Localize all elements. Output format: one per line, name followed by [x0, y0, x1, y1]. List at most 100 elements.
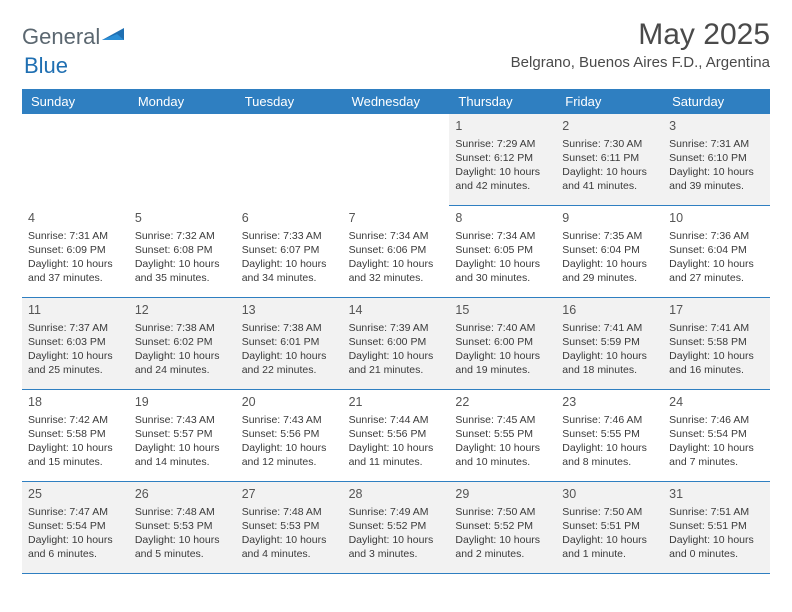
location-text: Belgrano, Buenos Aires F.D., Argentina: [511, 54, 770, 71]
sunset-text: Sunset: 5:53 PM: [135, 519, 230, 533]
day-cell: 24Sunrise: 7:46 AMSunset: 5:54 PMDayligh…: [663, 390, 770, 482]
sunrise-text: Sunrise: 7:37 AM: [28, 321, 123, 335]
sunrise-text: Sunrise: 7:45 AM: [455, 413, 550, 427]
logo-text-general: General: [22, 24, 100, 50]
day1-text: Daylight: 10 hours: [669, 533, 764, 547]
sunrise-text: Sunrise: 7:50 AM: [455, 505, 550, 519]
day1-text: Daylight: 10 hours: [349, 441, 444, 455]
sunset-text: Sunset: 6:09 PM: [28, 243, 123, 257]
sunrise-text: Sunrise: 7:34 AM: [455, 229, 550, 243]
month-title: May 2025: [511, 18, 770, 52]
sunset-text: Sunset: 6:05 PM: [455, 243, 550, 257]
day2-text: and 34 minutes.: [242, 271, 337, 285]
day1-text: Daylight: 10 hours: [562, 165, 657, 179]
day1-text: Daylight: 10 hours: [455, 257, 550, 271]
sunset-text: Sunset: 6:01 PM: [242, 335, 337, 349]
day-cell: 31 Sunrise: 7:51 AMSunset: 5:51 PMDayligh…: [663, 482, 770, 574]
day-number: 24: [669, 394, 764, 411]
logo-text-blue: Blue: [24, 53, 68, 78]
day2-text: and 8 minutes.: [562, 455, 657, 469]
day1-text: Daylight: 10 hours: [455, 349, 550, 363]
sunrise-text: Sunrise: 7:43 AM: [242, 413, 337, 427]
day2-text: and 4 minutes.: [242, 547, 337, 561]
day-cell: 11Sunrise: 7:37 AMSunset: 6:03 PMDayligh…: [22, 298, 129, 390]
weekday-saturday: Saturday: [663, 89, 770, 114]
day-number: 18: [28, 394, 123, 411]
day2-text: and 37 minutes.: [28, 271, 123, 285]
day2-text: and 32 minutes.: [349, 271, 444, 285]
day-number: 31: [669, 486, 764, 503]
day-number: 4: [28, 210, 123, 227]
day-number: 11: [28, 302, 123, 319]
day-cell: 27Sunrise: 7:48 AMSunset: 5:53 PMDayligh…: [236, 482, 343, 574]
day-number: 21: [349, 394, 444, 411]
sunrise-text: Sunrise: 7:29 AM: [455, 137, 550, 151]
day1-text: Daylight: 10 hours: [242, 257, 337, 271]
day-cell: 7Sunrise: 7:34 AMSunset: 6:06 PMDaylight…: [343, 206, 450, 298]
day1-text: Daylight: 10 hours: [562, 257, 657, 271]
day-number: 20: [242, 394, 337, 411]
sunrise-text: Sunrise: 7:38 AM: [242, 321, 337, 335]
day2-text: and 2 minutes.: [455, 547, 550, 561]
sunset-text: Sunset: 5:51 PM: [669, 519, 764, 533]
sunset-text: Sunset: 5:51 PM: [562, 519, 657, 533]
sunrise-text: Sunrise: 7:48 AM: [242, 505, 337, 519]
day1-text: Daylight: 10 hours: [455, 533, 550, 547]
day-cell: 15Sunrise: 7:40 AMSunset: 6:00 PMDayligh…: [449, 298, 556, 390]
sunrise-text: Sunrise: 7:48 AM: [135, 505, 230, 519]
calendar-grid: 1Sunrise: 7:29 AMSunset: 6:12 PMDaylight…: [22, 114, 770, 574]
day-number: 10: [669, 210, 764, 227]
day1-text: Daylight: 10 hours: [28, 441, 123, 455]
day-number: 19: [135, 394, 230, 411]
sunset-text: Sunset: 5:55 PM: [562, 427, 657, 441]
sunset-text: Sunset: 5:53 PM: [242, 519, 337, 533]
day1-text: Daylight: 10 hours: [28, 349, 123, 363]
day2-text: and 24 minutes.: [135, 363, 230, 377]
empty-cell: [343, 114, 450, 206]
sunset-text: Sunset: 5:52 PM: [349, 519, 444, 533]
day-number: 6: [242, 210, 337, 227]
day-cell: 14Sunrise: 7:39 AMSunset: 6:00 PMDayligh…: [343, 298, 450, 390]
day-cell: 29Sunrise: 7:50 AMSunset: 5:52 PMDayligh…: [449, 482, 556, 574]
weekday-wednesday: Wednesday: [343, 89, 450, 114]
sunrise-text: Sunrise: 7:51 AM: [669, 505, 764, 519]
day-cell: 13Sunrise: 7:38 AMSunset: 6:01 PMDayligh…: [236, 298, 343, 390]
sunset-text: Sunset: 6:12 PM: [455, 151, 550, 165]
day1-text: Daylight: 10 hours: [562, 349, 657, 363]
day-cell: 20Sunrise: 7:43 AMSunset: 5:56 PMDayligh…: [236, 390, 343, 482]
weekday-header: Sunday Monday Tuesday Wednesday Thursday…: [22, 89, 770, 114]
day1-text: Daylight: 10 hours: [455, 165, 550, 179]
sunrise-text: Sunrise: 7:41 AM: [562, 321, 657, 335]
sunset-text: Sunset: 5:56 PM: [242, 427, 337, 441]
sunrise-text: Sunrise: 7:32 AM: [135, 229, 230, 243]
day-number: 15: [455, 302, 550, 319]
sunset-text: Sunset: 6:04 PM: [669, 243, 764, 257]
day2-text: and 22 minutes.: [242, 363, 337, 377]
day-number: 29: [455, 486, 550, 503]
sunset-text: Sunset: 5:55 PM: [455, 427, 550, 441]
day2-text: and 27 minutes.: [669, 271, 764, 285]
day2-text: and 25 minutes.: [28, 363, 123, 377]
sunset-text: Sunset: 6:04 PM: [562, 243, 657, 257]
sunrise-text: Sunrise: 7:42 AM: [28, 413, 123, 427]
day2-text: and 18 minutes.: [562, 363, 657, 377]
day-number: 14: [349, 302, 444, 319]
sunrise-text: Sunrise: 7:46 AM: [669, 413, 764, 427]
day2-text: and 42 minutes.: [455, 179, 550, 193]
calendar-page: General May 2025 Belgrano, Buenos Aires …: [0, 0, 792, 592]
day2-text: and 12 minutes.: [242, 455, 337, 469]
day1-text: Daylight: 10 hours: [669, 257, 764, 271]
sunset-text: Sunset: 5:54 PM: [669, 427, 764, 441]
day-number: 7: [349, 210, 444, 227]
day-cell: 25Sunrise: 7:47 AMSunset: 5:54 PMDayligh…: [22, 482, 129, 574]
sunrise-text: Sunrise: 7:39 AM: [349, 321, 444, 335]
day-number: 27: [242, 486, 337, 503]
sunrise-text: Sunrise: 7:34 AM: [349, 229, 444, 243]
sunset-text: Sunset: 5:57 PM: [135, 427, 230, 441]
sunrise-text: Sunrise: 7:31 AM: [28, 229, 123, 243]
day1-text: Daylight: 10 hours: [349, 533, 444, 547]
day1-text: Daylight: 10 hours: [135, 257, 230, 271]
day-cell: 18Sunrise: 7:42 AMSunset: 5:58 PMDayligh…: [22, 390, 129, 482]
day1-text: Daylight: 10 hours: [28, 257, 123, 271]
sunrise-text: Sunrise: 7:44 AM: [349, 413, 444, 427]
